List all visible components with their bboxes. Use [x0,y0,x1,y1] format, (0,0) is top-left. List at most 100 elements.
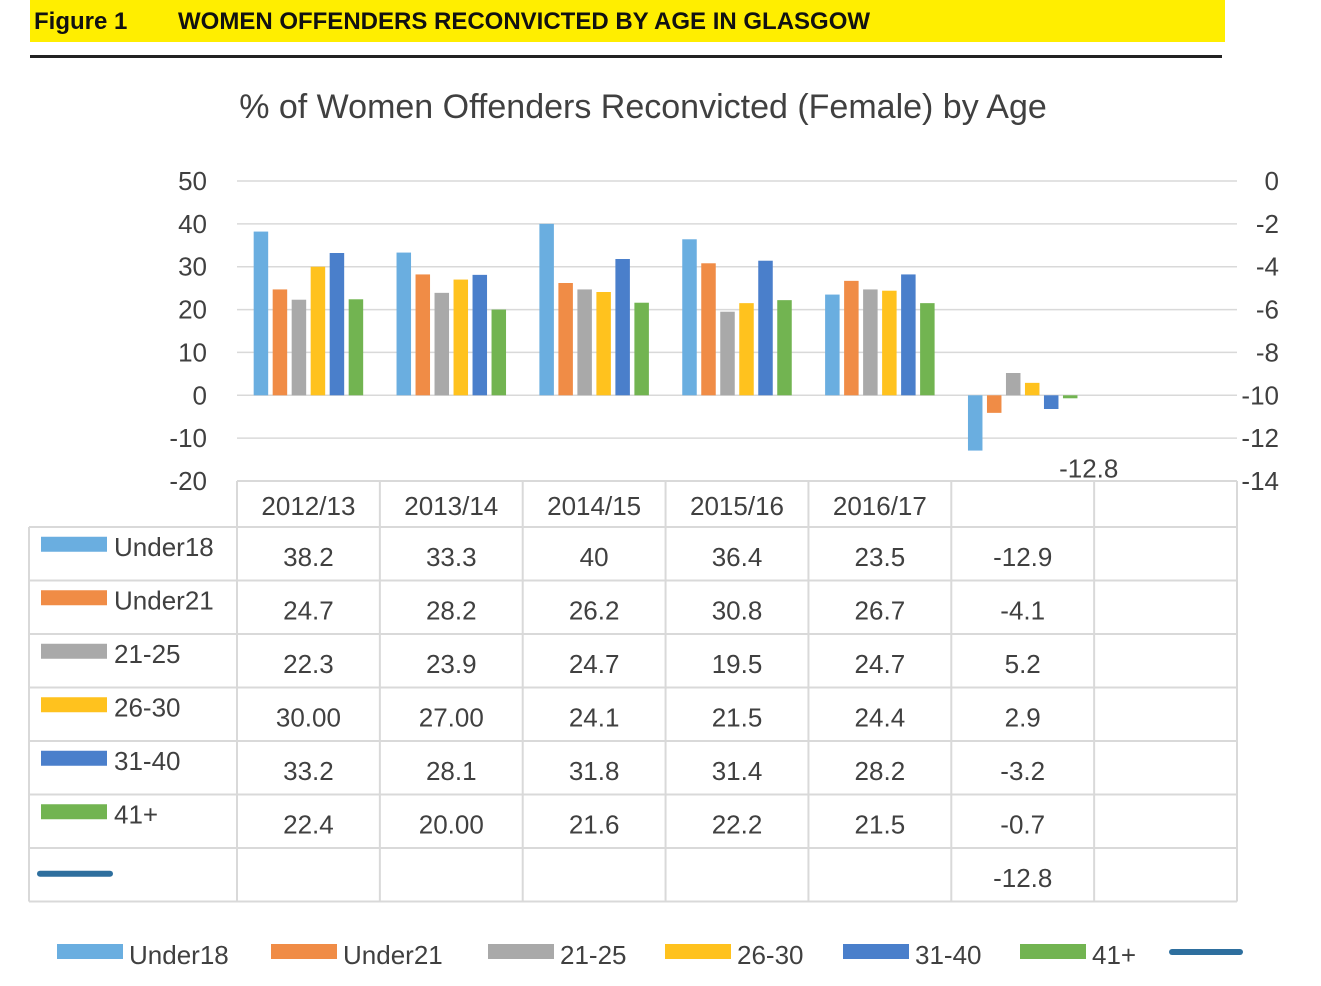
table-series-key [41,750,107,766]
x-category-label: 2016/17 [833,491,927,521]
y2-tick-label: -8 [1256,337,1279,367]
bar-under21 [272,289,288,396]
table-cell-value: 21.6 [569,809,620,839]
table-cell-value: -3.2 [1000,756,1045,786]
y2-tick-label: -12 [1241,423,1279,453]
bar-21-25 [720,311,735,396]
table-cell-value: 36.4 [712,542,763,572]
table-series-name: 26-30 [114,692,181,722]
table-cell-value: 26.7 [855,595,906,625]
table-cell-value: 30.00 [276,702,341,732]
bar-21-25 [577,289,592,396]
bar-21-25 [1005,373,1021,396]
x-category-label: 2012/13 [261,491,355,521]
bar-26-30 [596,292,611,396]
bars [253,223,1078,451]
table-cell-value: 2.9 [1005,702,1041,732]
table-cell-value: -12.8 [993,863,1052,893]
bar-under21 [844,280,859,396]
table-cell-value: 21.5 [855,809,906,839]
legend-label: Under21 [343,940,443,970]
bar-under18 [967,395,983,451]
y-tick-label: -20 [169,466,207,496]
legend-label: 21-25 [560,940,627,970]
y2-tick-label: -4 [1256,252,1279,282]
table-series-key [41,590,107,606]
table-cell-value: 40 [580,542,609,572]
table-cell-value: 31.4 [712,756,763,786]
table-cell-value: 30.8 [712,595,763,625]
table-cell-value: 24.7 [855,649,906,679]
bar-31-40 [615,259,630,396]
x-category-label: 2013/14 [404,491,498,521]
y-tick-label: 30 [178,252,207,282]
y2-tick-label: -14 [1241,466,1279,496]
bar-under18 [539,223,554,396]
table-cell-value: 24.7 [569,649,620,679]
table-cell-value: 33.3 [426,542,477,572]
bar-under21 [558,283,573,396]
y-tick-label: 20 [178,295,207,325]
legend-label: 26-30 [737,940,804,970]
legend-swatch [665,944,731,959]
table-cell-value: 19.5 [712,649,763,679]
table-series-key [41,643,107,659]
table-series-name: 41+ [114,799,158,829]
figure-header: Figure 1 WOMEN OFFENDERS RECONVICTED BY … [30,0,1225,42]
y2-tick-label: -10 [1241,380,1279,410]
table-cell-value: 22.3 [283,649,334,679]
legend: Under18 Under21 21-25 26-30 31-40 41+ [57,940,1243,970]
bar-41- [777,300,792,396]
bar-under18 [396,252,412,396]
table-cell-value: 24.1 [569,702,620,732]
legend-swatch [843,944,909,959]
bar-under21 [701,263,716,396]
table-cell-value: 24.4 [855,702,906,732]
table-cell-value: -0.7 [1000,809,1045,839]
table-cell-value: 21.5 [712,702,763,732]
table-cell-value: -12.9 [993,542,1052,572]
y2-tick-label: 0 [1265,166,1279,196]
legend-swatch [1020,944,1086,959]
legend-label: Under18 [129,940,229,970]
header-divider [30,55,1222,58]
y2-tick-label: -2 [1256,209,1279,239]
bar-31-40 [1043,395,1059,409]
annotation-label: -12.8 [1059,453,1118,483]
x-category-label: 2014/15 [547,491,641,521]
bar-41- [348,299,364,396]
bar-31-40 [758,260,773,396]
table-cell-value: 22.4 [283,809,334,839]
table-cell-value: 28.1 [426,756,477,786]
bar-under21 [986,395,1002,413]
bar-31-40 [901,274,916,396]
bar-31-40 [472,274,488,396]
table-cell-value: 5.2 [1005,649,1041,679]
table-cell-value: 26.2 [569,595,620,625]
bar-26-30 [453,279,469,396]
table-cell-value: 31.8 [569,756,620,786]
bar-26-30 [739,303,754,396]
bar-26-30 [1024,382,1040,396]
bar-21-25 [291,299,307,396]
y-tick-label: 0 [193,380,207,410]
table-series-name: 21-25 [114,639,181,669]
legend-label: 41+ [1092,940,1136,970]
gridlines [237,180,1237,482]
x-category-label: 2015/16 [690,491,784,521]
table-cell-value: 33.2 [283,756,334,786]
table-cell-value: 23.5 [855,542,906,572]
y-tick-label: 10 [178,337,207,367]
y-tick-label: 40 [178,209,207,239]
table-cell-value: 28.2 [855,756,906,786]
data-table: 2012/13 2013/14 2014/15 2015/16 2016/17 Under… [28,480,1238,903]
bar-41- [634,302,649,396]
bar-31-40 [329,253,345,396]
legend-label: 31-40 [915,940,982,970]
bar-26-30 [310,266,326,396]
table-series-name: 31-40 [114,746,181,776]
figure-label: Figure 1 [34,8,128,35]
legend-swatch [57,944,123,959]
table-cell-value: 22.2 [712,809,763,839]
